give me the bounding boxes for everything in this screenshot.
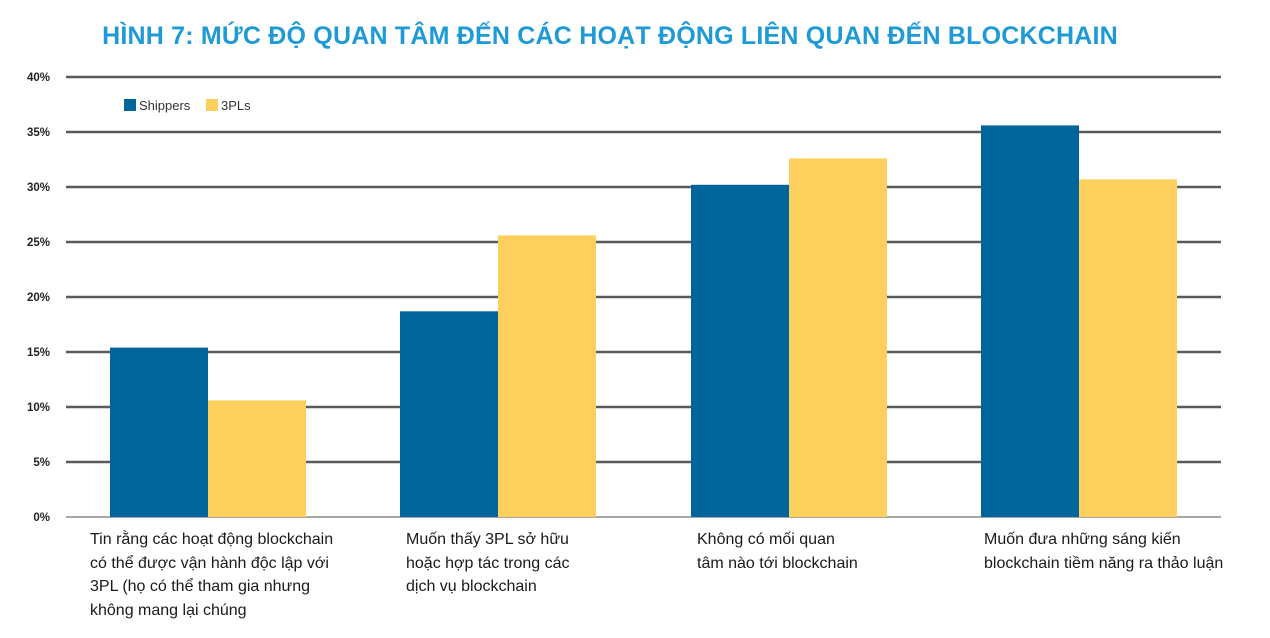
category-label-line: hoặc hợp tác trong các [406,554,570,572]
category-label-4: Muốn đưa những sáng kiến blockchain tiềm … [984,528,1223,575]
bar-shippers-4 [981,125,1079,518]
category-label-line: Không có mối quan [697,531,835,548]
legend-swatch-shippers [124,99,136,111]
category-label-3: Không có mối quan tâm nào tới blockchain [697,528,858,575]
y-tick-label: 15% [27,347,50,359]
chart-title: HÌNH 7: MỨC ĐỘ QUAN TÂM ĐẾN CÁC HOẠT ĐỘN… [102,22,1118,50]
category-label-line: không mang lại chúng [90,601,247,619]
y-tick-label: 35% [27,127,50,139]
category-label-line: Muốn thấy 3PL sở hữu [406,531,569,548]
y-tick-label: 10% [27,402,50,414]
bar-3pls-3 [789,158,887,517]
legend-swatch-3pls [206,99,218,111]
category-label-line: 3PL (họ có thể tham gia nhưng [90,578,311,595]
legend-label-shippers: Shippers [139,98,191,113]
category-label-1: Tin rằng các hoạt động blockchain có thể … [90,528,333,622]
y-axis-ticks: 0% 5% 10% 15% 20% 25% 30% 35% 40% [27,72,50,524]
y-tick-label: 25% [27,237,50,249]
bars [110,125,1177,518]
y-tick-label: 5% [33,457,50,469]
category-label-line: Muốn đưa những sáng kiến [984,531,1181,548]
bar-shippers-1 [110,347,208,517]
legend: Shippers 3PLs [124,98,251,113]
category-label-line: Tin rằng các hoạt động blockchain [90,531,334,548]
bar-shippers-3 [691,184,789,518]
y-tick-label: 40% [27,72,50,84]
category-label-line: có thể được vận hành độc lập với [90,554,329,572]
category-label-line: tâm nào tới blockchain [697,554,858,572]
y-tick-label: 30% [27,182,50,194]
bar-shippers-2 [400,311,498,517]
legend-label-3pls: 3PLs [221,98,251,113]
bar-3pls-1 [208,400,306,517]
category-label-line: dịch vụ blockchain [406,578,537,595]
category-label-2: Muốn thấy 3PL sở hữu hoặc hợp tác trong c… [406,528,569,599]
y-tick-label: 20% [27,292,50,304]
bar-3pls-4 [1079,179,1177,518]
bar-3pls-2 [498,235,596,517]
category-label-line: blockchain tiềm năng ra thảo luận [984,554,1224,572]
y-tick-label: 0% [33,512,50,524]
